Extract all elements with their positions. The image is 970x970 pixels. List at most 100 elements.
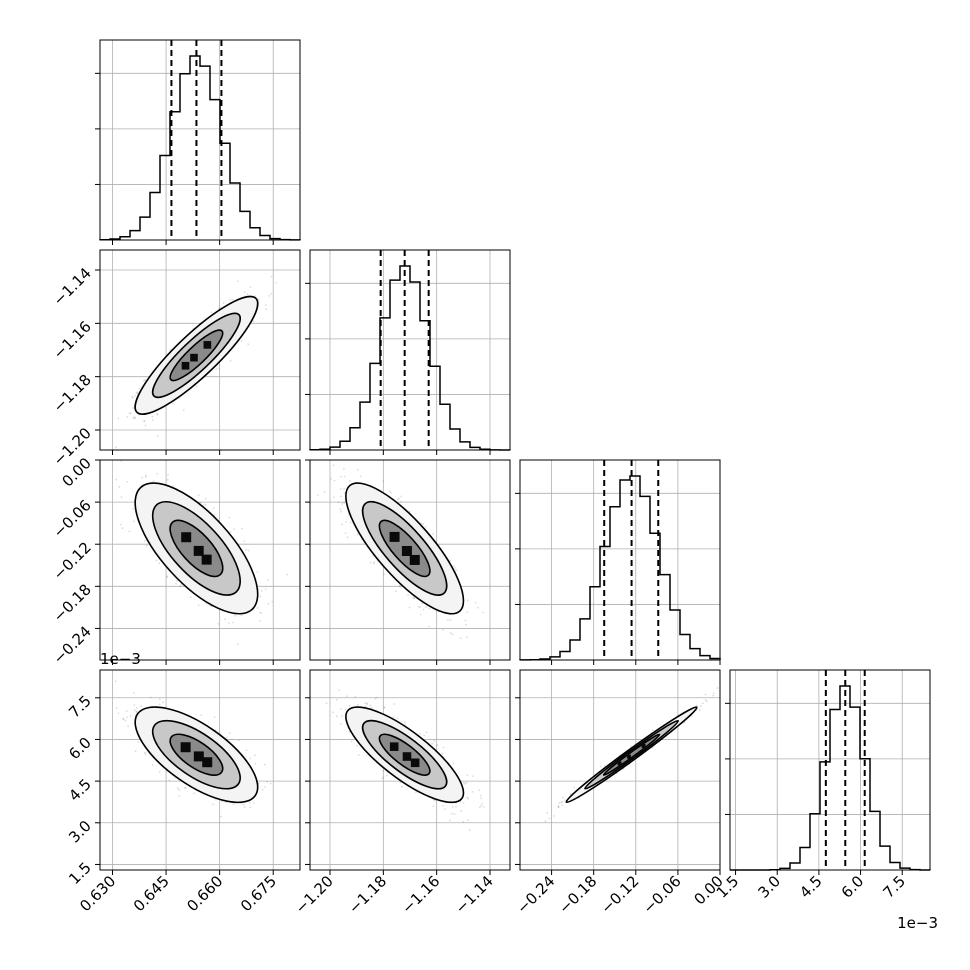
sample-point [134,750,137,752]
sample-point [229,299,232,301]
sample-point [455,569,458,572]
sample-point [218,367,221,370]
sample-point [197,494,200,497]
sample-point [264,304,267,306]
sample-point [259,595,262,598]
sample-point [256,607,259,609]
sample-point [246,293,249,296]
density-peak-cell [203,341,212,349]
sample-point [158,703,161,706]
sample-point [258,611,261,614]
sample-point [129,412,132,415]
sample-point [132,520,135,523]
density-peak-cell [401,545,412,556]
sample-point [213,513,216,516]
sample-point [476,606,479,609]
panel-frame [99,249,301,451]
scatter-panel-1-0 [95,249,301,451]
sample-point [218,306,221,309]
sample-point [172,402,174,405]
sample-point [247,549,250,552]
sample-point [344,532,347,534]
panel-content [100,460,300,660]
sample-point [176,580,178,582]
sample-point [265,308,268,311]
sample-point [158,562,161,565]
sample-point [466,611,469,614]
sample-point [260,590,263,592]
sample-point [143,419,146,422]
sample-point [413,597,416,600]
sample-point [388,490,391,492]
sample-point [138,387,141,390]
scatter-panel-2-0 [99,459,301,661]
sample-point [224,618,226,621]
sample-point [236,643,239,646]
density-peak-cell [201,554,212,565]
sample-point [339,495,342,498]
sample-point [132,417,135,420]
sample-point [464,619,467,622]
sample-point [237,739,240,742]
sample-point [117,712,120,715]
sample-point [150,696,152,699]
sample-point [117,417,120,420]
density-peak-cell [389,531,400,542]
sample-point [217,623,220,625]
sample-point [132,407,135,409]
sample-point [400,495,403,498]
sample-point [128,530,131,533]
sample-point [425,606,427,609]
sample-point [383,573,385,576]
sample-point [339,508,342,511]
hist-panel-3 [725,669,931,871]
sample-point [449,631,452,634]
sample-point [133,416,136,419]
sample-point [228,516,231,519]
sample-point [126,480,129,483]
sample-point [264,588,267,590]
panel-frame [519,459,721,661]
sample-point [474,601,477,604]
sample-point [122,718,125,721]
panel-frame [99,459,301,661]
sample-point [408,606,411,609]
sample-point [420,613,422,616]
sample-point [137,741,140,743]
sample-point [390,491,392,494]
sample-point [144,751,146,754]
sample-point [349,480,351,482]
sample-point [340,488,342,490]
density-peak-cell [181,361,190,370]
sample-point [115,478,118,481]
sample-point [369,561,372,564]
panel-content [95,250,300,450]
sample-point [128,412,131,415]
sample-point [449,619,452,622]
sample-point [95,434,97,436]
density-peak-cell [190,353,198,362]
sample-point [372,562,375,565]
sample-point [144,379,147,382]
sample-point [333,496,335,499]
sample-point [356,533,359,536]
histogram-step-3 [730,685,931,871]
sample-point [232,621,234,624]
sample-point [144,424,147,427]
sample-point [151,415,154,418]
sample-point [356,468,359,471]
sample-point [428,607,431,610]
sample-point [213,716,216,719]
sample-point [204,503,207,506]
sample-point [422,608,425,611]
density-peak-cell [193,545,204,556]
sample-point [257,298,260,301]
panel-frame [729,669,931,871]
hist-panel-0 [95,39,301,241]
sample-point [275,281,278,284]
sample-point [419,606,421,608]
corner-plot-layer: 0.630 0.645 0.660 0.675 −1.20 −1.18 −1.16 −1.14… [50,39,938,932]
sample-point [420,522,423,525]
sample-point [270,275,273,278]
sample-point [271,600,274,603]
